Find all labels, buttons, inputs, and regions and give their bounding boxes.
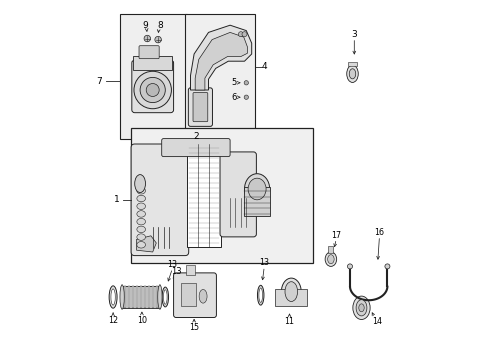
Ellipse shape [137,234,145,240]
Ellipse shape [134,175,145,193]
Text: 1: 1 [114,195,120,204]
Ellipse shape [352,296,369,320]
Text: 4: 4 [261,62,266,71]
Ellipse shape [247,178,265,200]
Ellipse shape [285,282,297,301]
Text: 8: 8 [157,21,163,30]
Ellipse shape [244,174,269,204]
FancyBboxPatch shape [173,273,216,318]
Ellipse shape [109,286,117,308]
Circle shape [140,77,165,103]
Bar [181,283,196,306]
Text: 3: 3 [351,30,356,39]
Bar [147,286,150,308]
Ellipse shape [257,285,264,305]
Ellipse shape [120,285,124,309]
Bar [120,14,186,139]
Circle shape [238,32,243,37]
Bar [135,286,138,308]
Circle shape [242,32,246,37]
Bar [244,187,269,216]
Ellipse shape [346,65,358,82]
FancyBboxPatch shape [139,46,159,59]
Ellipse shape [137,226,145,233]
Ellipse shape [358,304,364,312]
FancyBboxPatch shape [132,60,173,113]
Ellipse shape [281,278,301,305]
Bar [186,265,195,275]
FancyBboxPatch shape [193,93,207,122]
Ellipse shape [355,300,366,316]
Text: 16: 16 [374,228,384,237]
Ellipse shape [258,288,262,302]
Text: 11: 11 [284,317,294,326]
Bar [155,286,158,308]
Ellipse shape [327,255,333,264]
Text: 9: 9 [142,21,148,30]
Text: 5: 5 [231,78,236,87]
Text: 6: 6 [230,93,236,102]
Bar [143,286,146,308]
Ellipse shape [137,219,145,225]
Circle shape [244,95,248,99]
Bar [122,286,160,308]
Ellipse shape [348,69,355,79]
Text: 13: 13 [259,258,269,267]
Text: 13: 13 [170,267,181,276]
Polygon shape [195,32,247,90]
Ellipse shape [199,289,206,303]
FancyBboxPatch shape [162,139,230,157]
Bar [186,144,221,247]
FancyBboxPatch shape [131,144,188,256]
Bar [328,246,333,253]
Text: 2: 2 [193,132,198,141]
Text: 17: 17 [330,231,341,240]
Ellipse shape [137,242,145,248]
Circle shape [384,264,389,269]
Ellipse shape [158,285,162,309]
Polygon shape [136,236,156,252]
Ellipse shape [162,287,168,307]
Circle shape [134,71,171,109]
Ellipse shape [325,252,336,266]
Bar [123,286,126,308]
Bar [347,62,356,66]
Bar [133,56,172,70]
Text: 14: 14 [371,317,381,326]
Polygon shape [190,25,251,90]
Ellipse shape [137,195,145,202]
Ellipse shape [111,289,115,305]
Circle shape [244,81,248,85]
FancyBboxPatch shape [188,88,212,126]
Text: 7: 7 [96,77,102,85]
Text: 10: 10 [137,316,146,325]
Circle shape [347,264,352,269]
Bar [185,14,255,139]
Circle shape [146,84,159,96]
Ellipse shape [137,203,145,210]
Ellipse shape [137,211,145,217]
FancyBboxPatch shape [220,152,256,237]
Ellipse shape [163,290,167,304]
Bar [275,289,307,306]
Circle shape [155,36,161,43]
Ellipse shape [137,188,145,194]
Bar [131,128,312,263]
Bar [131,286,134,308]
Text: 13: 13 [167,260,177,269]
Bar [139,286,142,308]
Circle shape [144,35,150,42]
Bar [127,286,130,308]
Text: 15: 15 [189,323,199,332]
Bar [151,286,154,308]
Text: 12: 12 [108,316,118,325]
